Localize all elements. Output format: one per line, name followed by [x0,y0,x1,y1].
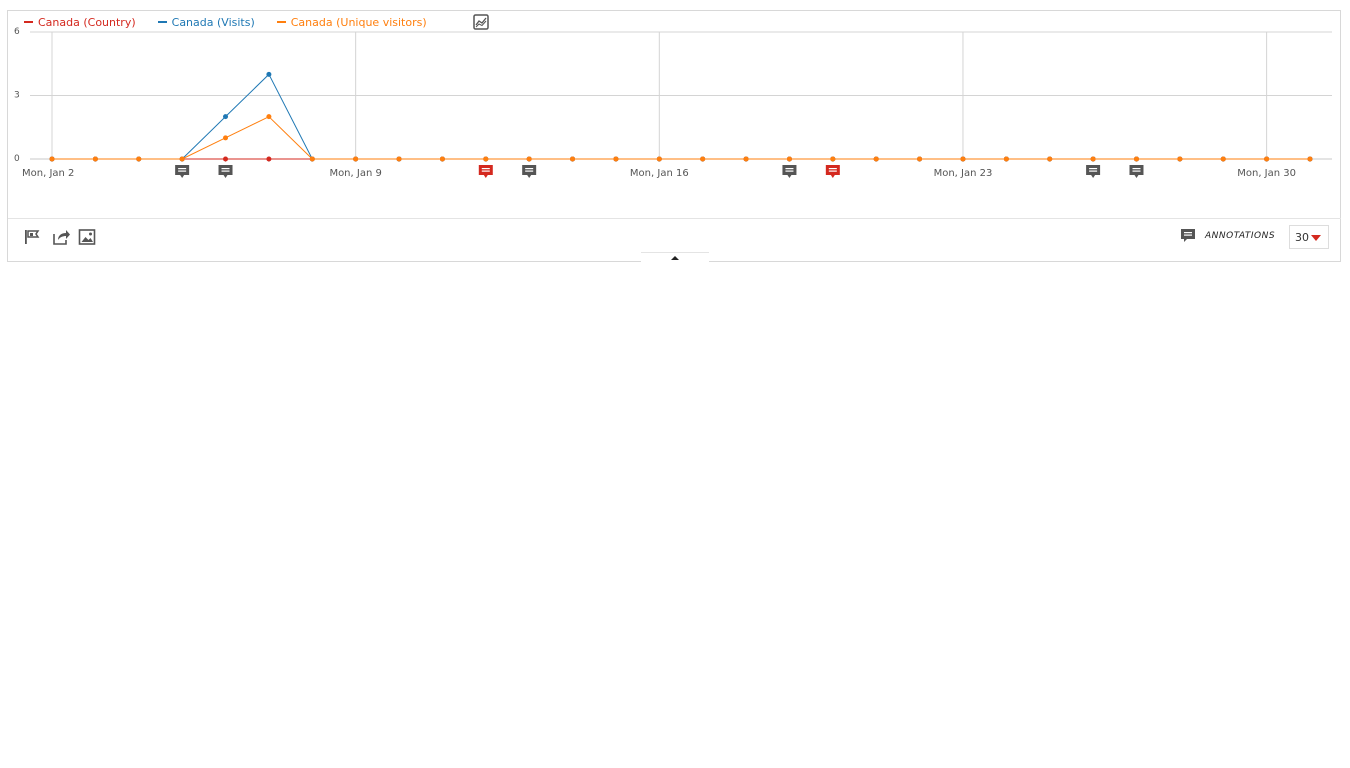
annotation-line [481,168,490,170]
data-point [700,156,706,162]
annotation-line [1089,170,1098,172]
data-point [1047,156,1053,162]
legend-swatch [276,21,286,23]
data-point [1307,156,1313,162]
period-limit-select[interactable]: 30 [1289,225,1329,249]
footer-divider [8,218,1341,219]
annotation-line [785,168,794,170]
y-tick-label: 3 [14,91,20,101]
period-limit-value: 30 [1295,230,1309,244]
annotation-line [525,168,534,170]
legend-swatch [157,21,167,23]
series-1 [49,71,1313,162]
annotation-line [178,168,187,170]
data-point [1220,156,1226,162]
annotation-marker-icon [1129,165,1144,178]
annotation-marker-icon [825,165,840,178]
series-line [52,116,1310,160]
metric-picker-icon[interactable] [473,14,489,30]
series-2 [49,114,1313,162]
data-point [92,156,98,162]
data-point [1003,156,1009,162]
annotation-marker-icon [478,165,493,178]
data-point [1090,156,1096,162]
data-point [483,156,489,162]
chart-legend: Canada (Country) Canada (Visits) Canada … [24,14,449,30]
x-tick-label: Mon, Jan 9 [329,168,381,179]
data-point [223,135,229,141]
data-point [613,156,619,162]
data-point [786,156,792,162]
data-point [136,156,142,162]
data-point [49,156,55,162]
data-point [873,156,879,162]
data-point [266,114,272,120]
data-point [917,156,923,162]
annotation-line [828,170,837,172]
annotations-toggle[interactable]: ANNOTATIONS [1180,227,1275,245]
legend-label: Canada (Unique visitors) [290,15,427,29]
y-tick-label: 0 [14,154,20,164]
data-point [1264,156,1270,162]
annotation-line [481,170,490,172]
dropdown-arrow-icon [1311,235,1321,241]
legend-label: Canada (Country) [38,15,136,29]
data-point [526,156,532,162]
annotations-label: ANNOTATIONS [1205,231,1276,241]
x-tick-label: Mon, Jan 2 [22,168,74,179]
annotations-icon [1181,229,1195,242]
annotation-marker-icon [218,165,233,178]
data-point [223,156,229,162]
data-point [570,156,576,162]
data-point [396,156,402,162]
data-point [179,156,185,162]
data-point [266,71,272,77]
legend-item-visits[interactable]: Canada (Visits) [157,15,255,29]
data-point [309,156,315,162]
y-tick-label: 6 [14,27,20,37]
collapse-toggle[interactable] [641,252,709,263]
annotation-line [221,170,230,172]
annotation-marker-icon [175,165,190,178]
legend-label: Canada (Visits) [171,15,255,29]
x-tick-label: Mon, Jan 30 [1237,168,1296,179]
data-point [960,156,966,162]
annotation-line [525,170,534,172]
series-line [52,73,1310,160]
annotation-line [221,168,230,170]
data-point [353,156,359,162]
data-point [439,156,445,162]
annotation-flag-icon[interactable] [23,228,41,246]
annotation-line [1132,168,1141,170]
annotation-line [1132,170,1141,172]
annotation-marker-icon [782,165,797,178]
data-point [830,156,836,162]
data-point [743,156,749,162]
annotation-line [785,170,794,172]
annotation-marker-icon [1086,165,1101,178]
annotation-line [1089,168,1098,170]
annotation-line [178,170,187,172]
legend-item-unique-visitors[interactable]: Canada (Unique visitors) [276,15,427,29]
data-point [656,156,662,162]
data-point [1177,156,1183,162]
image-export-icon[interactable] [78,228,96,246]
legend-swatch [24,21,33,23]
x-tick-label: Mon, Jan 23 [934,168,993,179]
legend-item-country[interactable]: Canada (Country) [24,16,136,29]
x-tick-label: Mon, Jan 16 [630,168,689,179]
annotation-marker-icon [522,165,537,178]
data-point [1133,156,1139,162]
data-point [223,114,229,120]
collapse-up-icon [671,256,679,260]
data-point [266,156,272,162]
share-icon[interactable] [52,228,70,246]
annotation-line [828,168,837,170]
